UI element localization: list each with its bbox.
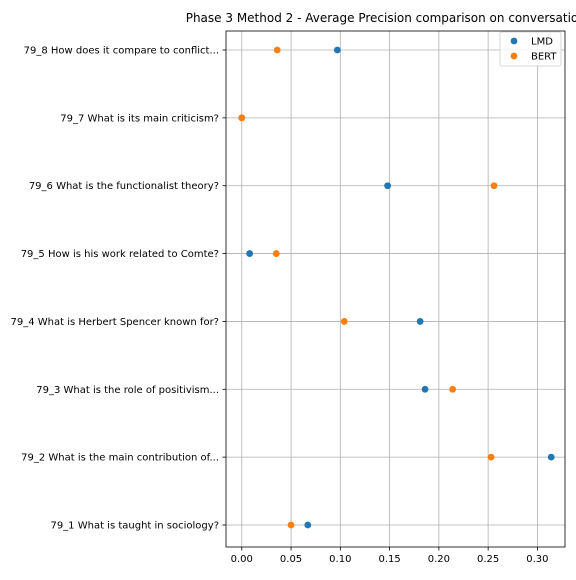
x-tick-label: 0.00 [231, 554, 253, 565]
point-lmd [333, 46, 341, 54]
y-tick-label: 79_8 How does it compare to conflict... [24, 46, 219, 57]
y-tick-label: 79_4 What is Herbert Spencer known for? [10, 317, 219, 328]
y-tick-label: 79_6 What is the functionalist theory? [29, 181, 219, 192]
legend-marker-lmd [510, 37, 518, 45]
point-lmd [416, 318, 424, 325]
y-tick-label: 79_5 How is his work related to Comte? [21, 249, 219, 260]
point-lmd [547, 453, 555, 461]
points-layer [238, 46, 555, 529]
grid-layer [226, 31, 565, 547]
point-lmd [246, 250, 254, 257]
point-bert [487, 453, 495, 461]
point-lmd [304, 521, 312, 529]
y-tick-label: 79_3 What is the role of positivism... [36, 385, 219, 396]
point-bert [490, 182, 498, 190]
point-bert [272, 250, 280, 257]
legend-label-lmd: LMD [531, 37, 553, 48]
x-tick-label: 0.30 [526, 554, 548, 565]
legend-marker-bert [510, 52, 518, 60]
x-tick-label: 0.25 [477, 554, 499, 565]
point-lmd [421, 385, 429, 393]
plot-frame [225, 30, 566, 548]
ticks-layer: 0.00 0.05 0.10 0.15 0.20 0.25 0.30 79_1 What is… [10, 46, 548, 566]
plot-area [226, 31, 565, 547]
x-tick-label: 0.05 [280, 554, 302, 565]
point-bert [238, 114, 246, 122]
point-bert [340, 318, 348, 325]
point-bert [449, 385, 457, 393]
legend-label-bert: BERT [531, 52, 557, 63]
chart-title: Phase 3 Method 2 - Average Precision com… [186, 11, 576, 25]
point-lmd [384, 182, 392, 190]
point-bert [287, 521, 295, 529]
legend: LMD BERT [499, 31, 562, 67]
y-tick-label: 79_2 What is the main contribution of... [21, 453, 219, 464]
y-tick-label: 79_1 What is taught in sociology? [50, 521, 219, 532]
x-tick-label: 0.15 [378, 554, 400, 565]
x-tick-label: 0.10 [329, 554, 351, 565]
x-tick-label: 0.20 [428, 554, 450, 565]
y-tick-label: 79_7 What is its main criticism? [60, 113, 219, 124]
point-bert [273, 46, 281, 54]
